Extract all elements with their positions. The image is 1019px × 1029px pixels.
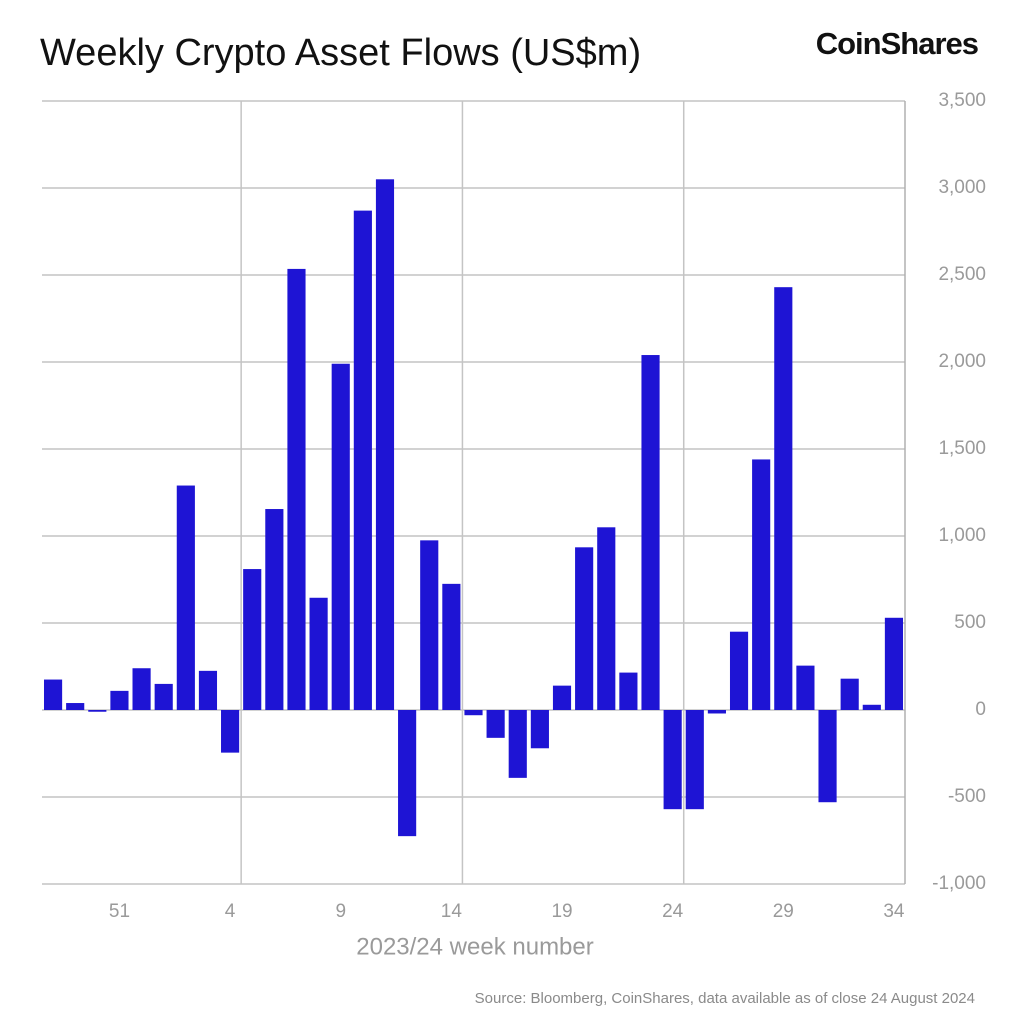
- chart-title: Weekly Crypto Asset Flows (US$m): [40, 32, 641, 74]
- y-tick-label: 0: [975, 699, 986, 720]
- bar: [619, 672, 638, 710]
- bar: [685, 710, 704, 810]
- bar: [198, 670, 218, 710]
- bar: [464, 710, 483, 716]
- bar: [862, 704, 881, 710]
- bar: [486, 710, 505, 738]
- bar: [729, 631, 749, 710]
- bar: [774, 287, 793, 710]
- bar: [752, 459, 771, 710]
- y-tick-label: 1,000: [938, 525, 986, 546]
- brand-logo: CoinShares: [816, 26, 978, 61]
- x-tick-label: 14: [441, 901, 463, 922]
- y-tick-label: 3,500: [938, 90, 986, 111]
- y-tick-label: 3,000: [938, 177, 986, 198]
- y-tick-label: -1,000: [932, 873, 986, 894]
- bar: [353, 210, 372, 710]
- y-tick-label: 2,000: [938, 351, 986, 372]
- x-tick-label: 4: [225, 901, 236, 922]
- bar: [66, 703, 85, 710]
- bar: [176, 485, 195, 710]
- y-tick-label: 500: [954, 612, 986, 633]
- bar: [265, 509, 284, 710]
- bar: [154, 683, 173, 710]
- bar: [442, 583, 461, 710]
- source-note: Source: Bloomberg, CoinShares, data avai…: [475, 990, 975, 1007]
- bar: [552, 685, 572, 710]
- bar: [707, 710, 726, 714]
- bar: [132, 668, 151, 710]
- y-tick-label: 2,500: [938, 264, 986, 285]
- bar: [884, 617, 904, 710]
- bar: [575, 547, 594, 710]
- bar: [287, 268, 306, 710]
- bar: [796, 665, 815, 710]
- x-tick-label: 9: [335, 901, 346, 922]
- bar: [110, 690, 129, 710]
- bar: [375, 179, 395, 711]
- bar: [597, 527, 616, 710]
- x-tick-label: 19: [551, 901, 572, 922]
- bar: [243, 569, 262, 710]
- bar: [663, 710, 682, 810]
- bar: [420, 540, 439, 710]
- bar: [508, 710, 527, 778]
- bar: [398, 710, 417, 837]
- y-tick-label: -500: [948, 786, 986, 807]
- x-tick-label: 51: [109, 901, 130, 922]
- x-tick-label: 29: [773, 901, 794, 922]
- bar: [331, 363, 350, 710]
- bar: [88, 710, 107, 712]
- x-axis-title: 2023/24 week number: [356, 933, 594, 960]
- bar: [309, 597, 328, 710]
- bar: [840, 678, 859, 710]
- x-tick-label: 34: [883, 901, 905, 922]
- y-tick-label: 1,500: [938, 438, 986, 459]
- bar: [818, 710, 837, 803]
- bar: [641, 355, 660, 710]
- bar: [221, 710, 240, 753]
- x-tick-label: 24: [662, 901, 684, 922]
- bar: [530, 710, 549, 749]
- bar: [43, 679, 63, 710]
